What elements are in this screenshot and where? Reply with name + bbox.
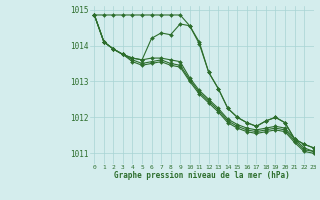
X-axis label: Graphe pression niveau de la mer (hPa): Graphe pression niveau de la mer (hPa) <box>114 171 290 180</box>
